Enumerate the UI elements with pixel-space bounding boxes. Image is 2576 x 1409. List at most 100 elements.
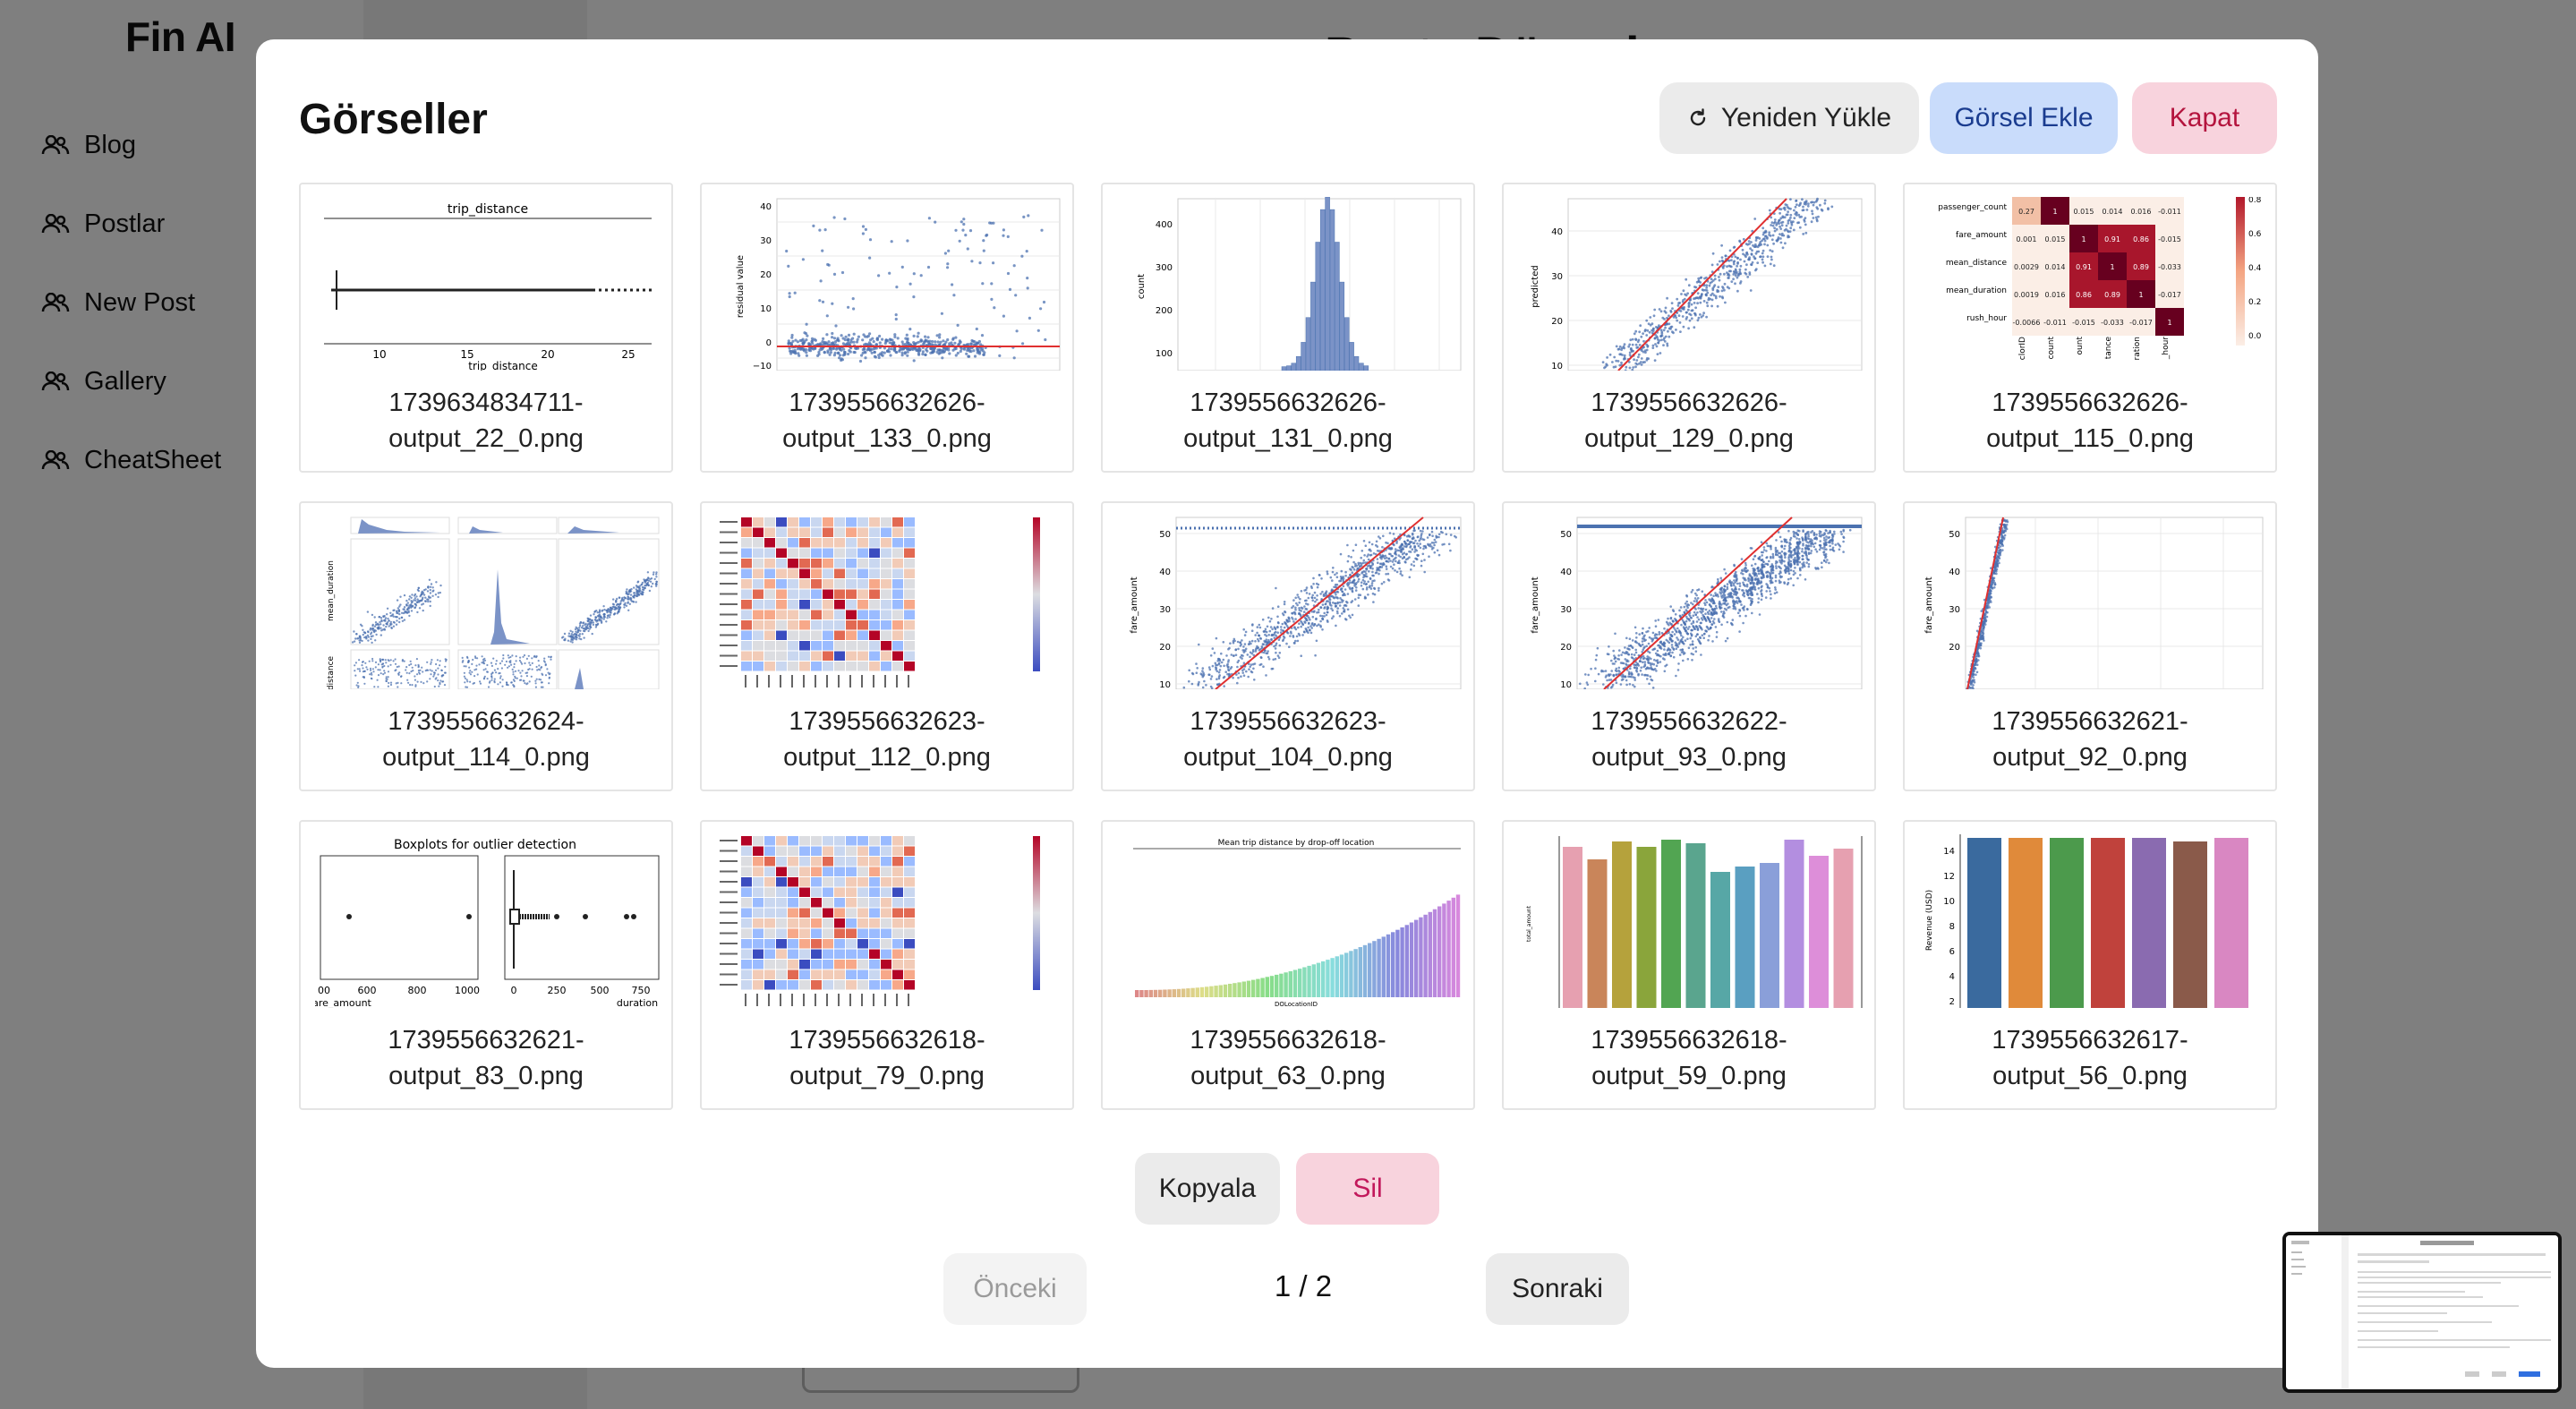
histogram-bar <box>1353 355 1360 371</box>
heatmap-cell <box>892 527 903 537</box>
heatmap-cell <box>741 928 752 938</box>
row-label <box>720 521 738 523</box>
heatmap-cell <box>741 877 752 887</box>
image-card[interactable]: Boxplots for outlier detection 00 600 80… <box>299 820 673 1110</box>
heatmap-cell <box>764 589 775 599</box>
bar-series <box>1135 894 1461 997</box>
heatmap-cell <box>788 867 798 876</box>
image-card[interactable]: 50 40 30 20 fare_amount 1739556632621- o… <box>1903 501 2277 791</box>
bar <box>1381 936 1386 997</box>
next-page-button[interactable]: Sonraki <box>1486 1253 1629 1325</box>
column-label <box>826 994 828 1006</box>
add-image-button[interactable]: Görsel Ekle <box>1930 82 2118 154</box>
column-label: count <box>2047 337 2056 360</box>
image-card[interactable]: 40 30 20 10 predicted 1739556632626- out… <box>1502 183 1876 473</box>
image-card[interactable]: 14 12 10 8 6 4 2 Revenue (USD) 173955663… <box>1903 820 2277 1110</box>
bar <box>1256 978 1260 997</box>
heatmap-cell <box>2155 280 2184 308</box>
colorbar-tick: 0.0 <box>2248 332 2262 341</box>
delete-button[interactable]: Sil <box>1296 1153 1439 1225</box>
heatmap-cell <box>904 867 915 876</box>
y-axis-label: distance <box>327 655 336 689</box>
heatmap-cell <box>753 630 763 640</box>
heatmap-value: 0.0019 <box>2014 291 2039 299</box>
heatmap-cell <box>881 857 891 867</box>
tick-label: 40 <box>1949 568 1960 577</box>
histogram-bar <box>1286 365 1292 371</box>
bar <box>1368 943 1372 997</box>
filename-line: 1739556632618- <box>789 1026 985 1055</box>
heatmap-cell <box>846 600 857 610</box>
column-label: ount <box>2076 337 2085 355</box>
image-thumbnail: 40 30 20 10 predicted <box>1518 197 1864 371</box>
image-card[interactable]: 1739556632623- output_112_0.png <box>700 501 1074 791</box>
column-label: ration <box>2133 337 2142 360</box>
tick-label: 20 <box>760 270 772 280</box>
refresh-icon <box>1687 107 1709 129</box>
previous-page-button[interactable]: Önceki <box>943 1253 1087 1325</box>
column-label <box>745 994 746 1006</box>
heatmap-cell <box>846 610 857 619</box>
heatmap-cell <box>776 610 787 619</box>
image-card[interactable]: mean_duration distance 1739556632624- ou… <box>299 501 673 791</box>
heatmap-cell <box>823 579 833 589</box>
reload-button[interactable]: Yeniden Yükle <box>1659 82 1919 154</box>
heatmap-cell <box>811 887 822 897</box>
heatmap-cell <box>811 939 822 949</box>
heatmap-cell <box>857 620 868 630</box>
histogram-bar <box>1310 281 1316 371</box>
heatmap-value: 0.015 <box>2074 208 2094 216</box>
image-card[interactable]: 40 30 20 10 0 −10 residual value 1739556… <box>700 183 1074 473</box>
copy-button[interactable]: Kopyala <box>1135 1153 1280 1225</box>
heatmap-cell <box>799 662 810 671</box>
image-card[interactable]: 50 40 30 20 10 fare_amount 1739556632623… <box>1101 501 1475 791</box>
bar <box>1423 914 1428 997</box>
heatmap-cell <box>834 898 845 908</box>
bar <box>1144 990 1148 997</box>
image-filename: 1739556632623- output_112_0.png <box>702 704 1072 775</box>
heatmap-cell <box>753 928 763 938</box>
heatmap-cell <box>811 960 822 969</box>
heatmap-cell <box>811 517 822 527</box>
heatmap-cell <box>904 836 915 846</box>
modal-title: Görseller <box>299 96 488 143</box>
heatmap-cell <box>811 898 822 908</box>
image-card[interactable]: 0.27 1 0.015 0.014 0.016 -0.011 0.001 0.015 1 0.9… <box>1903 183 2277 473</box>
heatmap-cell <box>834 969 845 979</box>
tick-label: 50 <box>1560 530 1572 540</box>
heatmap-cell <box>857 887 868 897</box>
heatmap-cell <box>2041 197 2069 225</box>
heatmap-cell <box>2127 197 2155 225</box>
image-card[interactable]: total_amount 1739556632618- output_59_0.… <box>1502 820 1876 1110</box>
heatmap-cell <box>846 641 857 651</box>
heatmap-cell <box>869 589 880 599</box>
heatmap-cell <box>892 846 903 856</box>
tick-label: 0 <box>766 338 772 348</box>
heatmap-cell <box>846 857 857 867</box>
image-card[interactable]: 50 40 30 20 10 fare_amount 1739556632622… <box>1502 501 1876 791</box>
screenshot-preview-thumbnail[interactable] <box>2282 1232 2562 1393</box>
heatmap-cell <box>799 918 810 928</box>
histogram-bar <box>1315 242 1321 371</box>
heatmap-cell <box>776 918 787 928</box>
heatmap-cell <box>869 548 880 558</box>
heatmap-cell <box>857 846 868 856</box>
heatmap-cell <box>857 517 868 527</box>
heatmap-cell <box>881 517 891 527</box>
heatmap-cell <box>764 600 775 610</box>
heatmap-cell <box>776 630 787 640</box>
bar <box>1404 925 1409 997</box>
heatmap-cell <box>811 610 822 619</box>
heatmap-cell <box>881 538 891 548</box>
close-button[interactable]: Kapat <box>2132 82 2277 154</box>
column-label <box>826 675 828 687</box>
image-card[interactable]: trip_distance 10 15 20 25 trip_distance <box>299 183 673 473</box>
bar <box>1414 919 1419 997</box>
image-card[interactable]: 1739556632618- output_79_0.png <box>700 820 1074 1110</box>
image-card[interactable]: 400 300 200 100 count 1739556632626- out… <box>1101 183 1475 473</box>
heatmap-cell <box>857 579 868 589</box>
heatmap-cell <box>788 918 798 928</box>
heatmap-cell <box>2069 280 2098 308</box>
image-card[interactable]: Mean trip distance by drop-off location … <box>1101 820 1475 1110</box>
heatmap-cell <box>776 568 787 578</box>
